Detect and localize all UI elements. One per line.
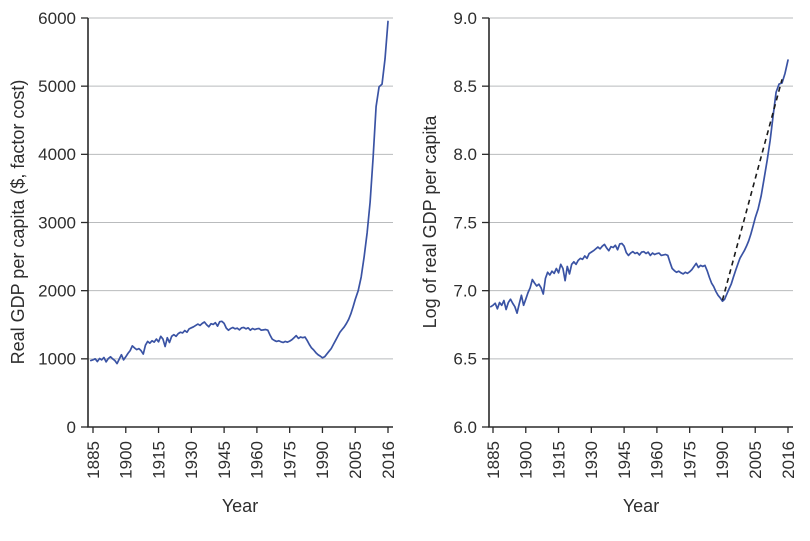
x-tick-label: 1960 xyxy=(248,441,267,479)
y-tick-label: 0 xyxy=(67,418,76,437)
y-tick-label: 7.5 xyxy=(453,213,477,232)
x-tick-label: 1975 xyxy=(680,441,699,479)
chart-render-root: 0 1000 2000 3000 4000 5000 6000 1885 1900 1915 193… xyxy=(38,9,798,479)
right-x-axis-title: Year xyxy=(623,496,659,516)
gdp-line xyxy=(89,20,389,365)
x-tick-label: 2005 xyxy=(746,441,765,479)
x-tick-label: 2005 xyxy=(346,441,365,479)
x-tick-label: 1885 xyxy=(84,441,103,479)
x-tick-label: 1915 xyxy=(549,441,568,479)
x-tick-label: 2016 xyxy=(779,441,798,479)
x-tick-label: 1885 xyxy=(484,441,503,479)
x-tick-label: 1990 xyxy=(713,441,732,479)
y-tick-label: 6000 xyxy=(38,9,76,28)
x-tick-label: 1930 xyxy=(582,441,601,479)
y-tick-label: 7.0 xyxy=(453,281,477,300)
y-tick-label: 9.0 xyxy=(453,9,477,28)
y-tick-label: 8.0 xyxy=(453,145,477,164)
x-tick-label: 1930 xyxy=(182,441,201,479)
x-tick-label: 1975 xyxy=(280,441,299,479)
x-tick-label: 1960 xyxy=(648,441,667,479)
right-y-axis-title: Log of real GDP per capita xyxy=(420,115,440,329)
x-tick-label: 1990 xyxy=(313,441,332,479)
x-tick-label: 2016 xyxy=(379,441,398,479)
log-gdp-line xyxy=(489,59,789,314)
gdp-level-chart: 0 1000 2000 3000 4000 5000 6000 1885 1900 1915 193… xyxy=(38,9,398,479)
x-tick-label: 1900 xyxy=(517,441,536,479)
y-tick-label: 6.5 xyxy=(453,350,477,369)
gdp-log-chart: 6.0 6.5 7.0 7.5 8.0 8.5 9.0 1885 1900 1915 1930 194… xyxy=(453,9,797,479)
y-tick-label: 5000 xyxy=(38,77,76,96)
y-tick-label: 3000 xyxy=(38,213,76,232)
y-tick-label: 8.5 xyxy=(453,77,477,96)
y-tick-label: 1000 xyxy=(38,350,76,369)
y-tick-label: 6.0 xyxy=(453,418,477,437)
trend-dashed-line xyxy=(721,79,783,301)
y-tick-label: 2000 xyxy=(38,281,76,300)
x-tick-label: 1945 xyxy=(215,441,234,479)
y-tick-label: 4000 xyxy=(38,145,76,164)
x-tick-label: 1915 xyxy=(149,441,168,479)
x-tick-label: 1945 xyxy=(615,441,634,479)
x-tick-label: 1900 xyxy=(117,441,136,479)
left-x-axis-title: Year xyxy=(222,496,258,516)
left-y-axis-title: Real GDP per capita ($, factor cost) xyxy=(8,80,28,365)
